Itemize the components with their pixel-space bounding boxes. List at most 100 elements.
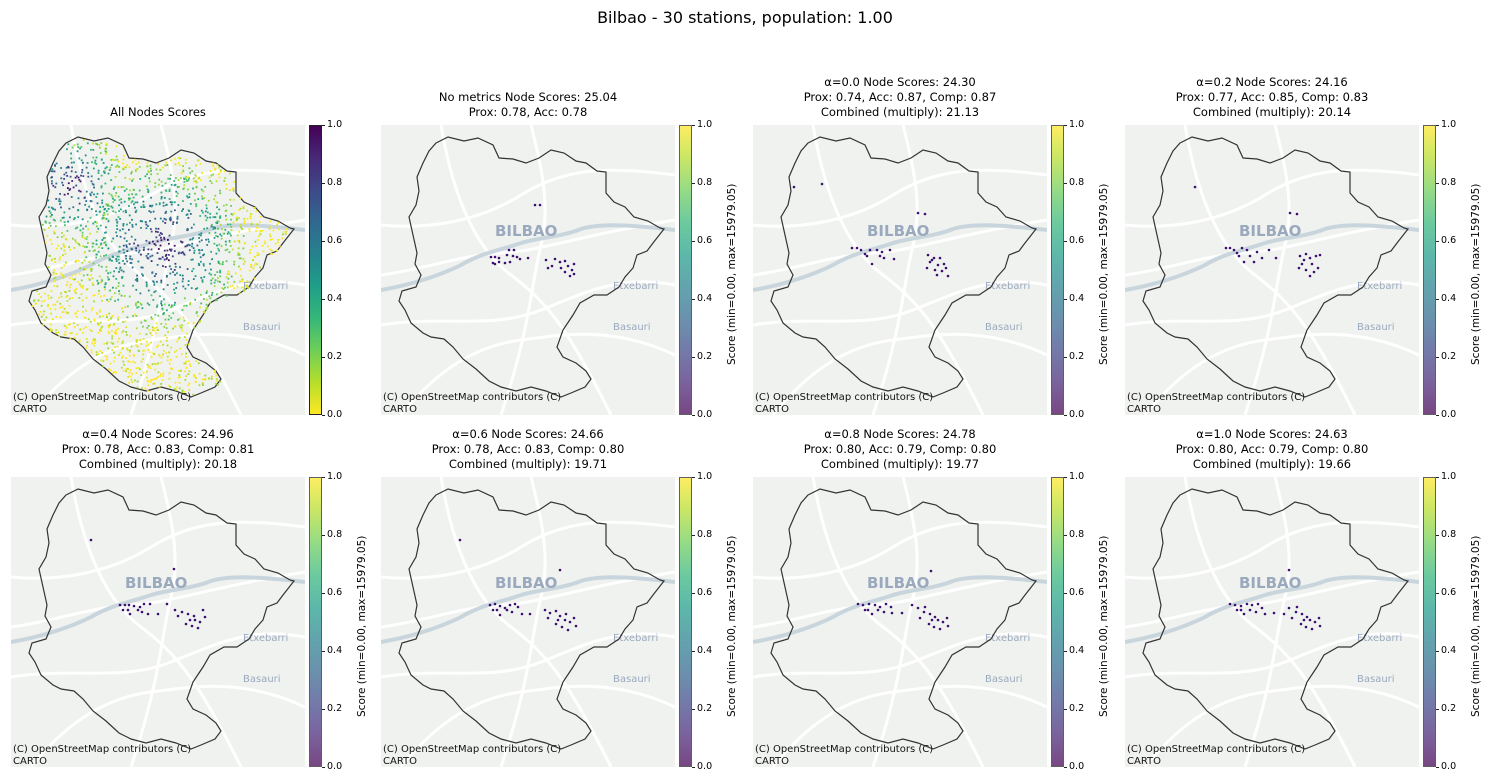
node-point [209, 216, 212, 219]
node-point [99, 255, 102, 258]
node-point [135, 302, 138, 304]
node-point [233, 287, 235, 290]
node-point [166, 257, 168, 259]
node-point [56, 236, 59, 239]
node-point [282, 233, 284, 236]
road [1243, 125, 1291, 415]
node-point [131, 248, 133, 251]
node-point [196, 159, 199, 162]
colorbar-tick-mark [322, 593, 325, 594]
station-point [875, 248, 879, 252]
node-point [155, 363, 157, 366]
node-point [219, 223, 222, 226]
node-point [205, 204, 208, 207]
node-point [130, 262, 133, 264]
colorbar-label: Score (min=0.00, max=15979.05) [1098, 535, 1110, 717]
node-point [116, 224, 118, 227]
node-point [62, 276, 65, 279]
node-point [151, 363, 154, 365]
node-point [52, 273, 55, 275]
colorbar-tick-mark [322, 415, 325, 416]
node-point [58, 198, 61, 200]
attribution-line: CARTO [13, 755, 48, 767]
node-point [77, 260, 80, 262]
node-point [165, 327, 168, 329]
node-point [214, 274, 216, 276]
station-point [884, 602, 888, 606]
station-point [458, 538, 462, 542]
node-point [161, 184, 164, 187]
node-point [216, 299, 218, 302]
node-point [123, 262, 126, 265]
node-point [112, 275, 115, 278]
node-point [243, 260, 246, 263]
node-point [51, 258, 53, 261]
node-point [101, 247, 104, 249]
node-point [183, 187, 185, 190]
node-point [261, 244, 264, 247]
node-point [119, 218, 121, 220]
node-point [135, 247, 137, 250]
node-point [173, 288, 175, 291]
node-point [97, 227, 100, 230]
station-point [505, 253, 509, 257]
colorbar-tick-label: 0.4 [1069, 645, 1085, 656]
station-point [172, 567, 176, 571]
node-point [116, 221, 119, 224]
node-point [53, 230, 55, 233]
station-point [1256, 602, 1260, 606]
subplot-title: All Nodes Scores [11, 105, 305, 120]
node-point [87, 228, 90, 231]
node-point [145, 185, 148, 188]
node-point [66, 238, 68, 241]
station-point [916, 606, 920, 610]
node-point [225, 203, 228, 206]
node-point [192, 278, 195, 280]
station-point [192, 614, 196, 618]
node-point [52, 303, 55, 306]
node-point [125, 240, 128, 242]
station-point [503, 606, 507, 610]
node-point [118, 292, 121, 295]
node-point [166, 355, 169, 358]
node-point [38, 293, 40, 295]
node-point [97, 178, 100, 180]
node-point [81, 218, 84, 221]
node-point [151, 254, 154, 257]
node-point [107, 272, 109, 275]
node-point [157, 344, 160, 347]
node-point [176, 186, 179, 188]
node-point [123, 189, 126, 192]
node-point [128, 197, 130, 200]
node-point [60, 266, 63, 269]
colorbar-tick-mark [1064, 651, 1067, 652]
basemap: BILBAO Etxebarri Basauri (C) OpenStreetMap … [753, 125, 1047, 415]
station-point [548, 611, 552, 615]
node-point [49, 330, 52, 332]
node-point [201, 382, 204, 385]
road [1183, 477, 1357, 767]
node-point [239, 224, 242, 227]
node-point [166, 344, 169, 347]
node-point [155, 322, 158, 325]
node-point [112, 256, 114, 258]
node-point [69, 216, 71, 219]
node-point [157, 376, 159, 378]
node-point [189, 302, 192, 304]
node-point [161, 308, 164, 311]
river [1125, 575, 1419, 644]
node-point [153, 327, 156, 330]
node-point [115, 145, 118, 148]
node-point [215, 221, 218, 224]
node-point [177, 179, 180, 182]
city-boundary [1142, 136, 1410, 398]
node-point [259, 233, 262, 236]
node-point [69, 323, 71, 325]
node-point [163, 298, 165, 301]
node-point [151, 326, 154, 329]
node-point [108, 278, 110, 281]
station-point [1260, 606, 1264, 610]
colorbar: 0.0 0.2 0.4 0.6 0.8 1.0 Score (min=0.00, max=1… [309, 472, 369, 772]
node-point [213, 198, 215, 201]
node-point [154, 378, 157, 380]
